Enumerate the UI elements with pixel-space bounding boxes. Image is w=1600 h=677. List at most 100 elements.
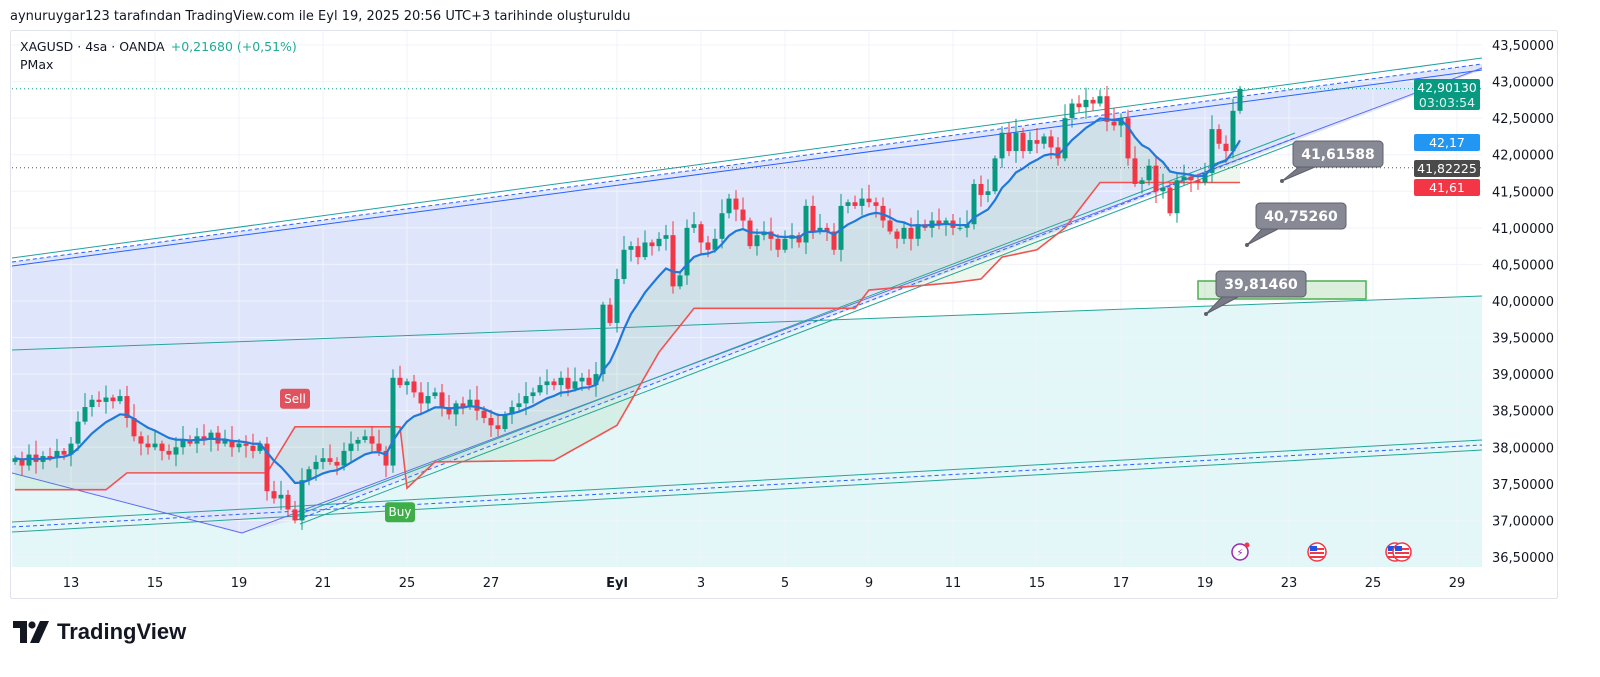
candle [327, 444, 333, 465]
price-tick: 38,00000 [1492, 441, 1554, 456]
middle-trendline [12, 295, 1482, 351]
candle [1209, 115, 1215, 183]
candle [852, 195, 858, 209]
candle [26, 444, 32, 471]
candle-body [754, 235, 760, 247]
candle [670, 221, 676, 294]
candle-body [852, 202, 858, 206]
price-tick: 43,00000 [1492, 76, 1554, 91]
candle [992, 155, 998, 195]
candle-body [985, 191, 991, 195]
candle [544, 369, 550, 395]
candle-body [691, 224, 697, 228]
candle-body [936, 220, 942, 225]
candle [495, 413, 501, 437]
symbol-info[interactable]: XAGUSD · 4sa · OANDA [20, 39, 165, 54]
candle-body [1160, 187, 1166, 192]
candle-body [61, 450, 67, 455]
candle [551, 378, 557, 391]
candle-body [677, 275, 683, 287]
candle-body [299, 480, 305, 521]
candle-body [1041, 136, 1047, 144]
last-price-label-countdown: 03:03:54 [1419, 95, 1475, 110]
candle-body [607, 304, 613, 323]
candle-body [467, 399, 473, 408]
candle-body [537, 385, 543, 393]
candle [915, 210, 921, 247]
callout-pointer [1246, 228, 1279, 246]
candle [677, 270, 683, 290]
candle-body [250, 445, 256, 451]
candle [1097, 89, 1103, 107]
candle-body [264, 443, 270, 492]
candle [152, 431, 158, 451]
flag-canton [1310, 546, 1317, 551]
candle-body [572, 381, 578, 389]
candle [474, 385, 480, 421]
candle-body [243, 443, 249, 446]
candle-body [1069, 103, 1075, 119]
candle [985, 179, 991, 203]
candle-body [54, 450, 60, 459]
signal-sell: Sell [280, 388, 310, 409]
candle-body [1034, 140, 1040, 144]
candle-body [306, 469, 312, 481]
pmax-line [15, 181, 1240, 491]
candle-body [887, 220, 893, 232]
candle-body [89, 399, 95, 408]
price-tick: 38,50000 [1492, 405, 1554, 420]
candle-body [439, 392, 445, 408]
brand-name: TradingView [57, 619, 187, 644]
price-callout: 41,61588 [1280, 140, 1384, 183]
callout-text: 41,61588 [1301, 147, 1375, 163]
candle [859, 188, 865, 216]
indicator-name[interactable]: PMax [20, 57, 54, 72]
time-tick: 29 [1449, 576, 1466, 591]
candle-body [1153, 165, 1159, 192]
candle-body [719, 213, 725, 239]
candle-body [544, 381, 550, 386]
candle [1090, 96, 1096, 111]
candle [404, 378, 410, 395]
time-tick: 9 [865, 576, 873, 591]
candle-body [782, 238, 788, 250]
candle-body [313, 461, 319, 470]
candle-body [124, 396, 130, 419]
candle-body [355, 439, 361, 444]
candle-body [47, 456, 53, 459]
time-tick: 19 [231, 576, 248, 591]
candle [110, 394, 116, 409]
candle [733, 190, 739, 222]
candle [712, 228, 718, 253]
candle [1174, 171, 1180, 223]
candle [516, 393, 522, 413]
candle-body [803, 205, 809, 243]
candle [1076, 95, 1082, 113]
rising-trendline [241, 67, 1482, 534]
candle [1146, 159, 1152, 186]
candle-body [208, 432, 214, 440]
candle-body [747, 220, 753, 247]
lightning-event-icon: ⚡ [1231, 542, 1250, 561]
candle [68, 437, 74, 467]
callout-box [1255, 202, 1347, 230]
candle-body [978, 183, 984, 195]
candle [54, 438, 60, 468]
tradingview-logo[interactable]: TradingView [13, 619, 186, 645]
candle-body [957, 227, 963, 229]
candle-body [257, 443, 263, 451]
candle-body [894, 231, 900, 239]
lower-channel-mid [12, 444, 1482, 528]
candle [1139, 177, 1145, 194]
candle-body [705, 242, 711, 250]
candle [446, 394, 452, 420]
candle [292, 501, 298, 524]
candle [537, 376, 543, 396]
candle-body [432, 392, 438, 397]
last-price-label: 42,90130 [1417, 80, 1477, 95]
candle [1055, 137, 1061, 166]
signal-label: Buy [389, 505, 412, 519]
candle [145, 435, 151, 455]
candle [663, 224, 669, 251]
